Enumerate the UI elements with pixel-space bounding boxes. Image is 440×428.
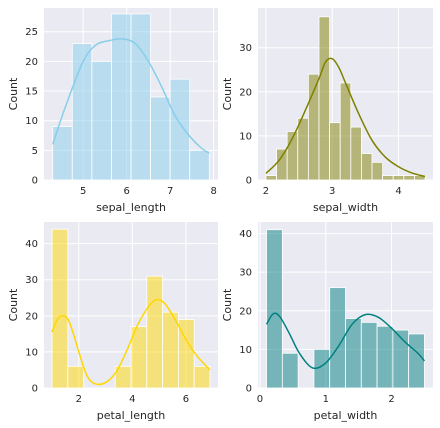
- histogram-bar: [371, 161, 384, 181]
- histogram-bar: [392, 329, 410, 389]
- x-tick-label: 2: [76, 394, 82, 405]
- y-tick-label: 0: [32, 384, 38, 395]
- histogram-bar: [403, 175, 415, 181]
- kde-line: [51, 37, 210, 154]
- y-axis-title: Count: [221, 77, 234, 110]
- x-tick-label: 5: [80, 186, 86, 197]
- y-tick-label: 0: [32, 176, 38, 187]
- x-axis-title: petal_width: [314, 409, 378, 422]
- x-tick-label: 6: [183, 394, 189, 405]
- x-axis-title: petal_length: [97, 409, 165, 422]
- histogram-bar: [382, 175, 394, 181]
- x-tick-label: 0: [257, 394, 263, 405]
- x-tick-label: 2: [263, 186, 269, 197]
- x-tick-label: 1: [323, 394, 329, 405]
- histogram-bar: [265, 175, 277, 181]
- y-tick-label: 40: [25, 239, 38, 250]
- histogram-bar: [360, 321, 378, 389]
- x-tick-label: 7: [167, 186, 173, 197]
- x-tick-label: 2: [388, 394, 394, 405]
- histogram-bar: [318, 16, 330, 181]
- histogram-bar: [329, 122, 341, 181]
- y-tick-label: 0: [246, 384, 252, 395]
- x-tick-label: 3: [329, 186, 335, 197]
- x-tick-label: 6: [123, 186, 129, 197]
- histogram-bar: [281, 352, 299, 389]
- histogram-bar: [150, 96, 171, 181]
- y-tick-label: 20: [239, 306, 252, 317]
- y-axis-title: Count: [7, 77, 20, 110]
- histogram-bar: [146, 275, 163, 389]
- y-tick-label: 30: [239, 43, 252, 54]
- histogram-bar: [361, 153, 373, 181]
- y-tick-label: 30: [25, 275, 38, 286]
- y-tick-label: 20: [25, 57, 38, 68]
- kde-line: [265, 57, 426, 178]
- histogram-bar: [266, 229, 283, 389]
- y-axis-title: Count: [7, 288, 20, 321]
- x-tick-label: 4: [395, 186, 401, 197]
- histogram-bar: [67, 365, 85, 389]
- y-tick-label: 25: [25, 27, 38, 38]
- x-tick-label: 8: [210, 186, 216, 197]
- histogram-bar: [408, 333, 425, 389]
- histogram-bar: [345, 318, 362, 389]
- y-tick-label: 10: [239, 131, 252, 142]
- panel-petal-length: 0 10 20 30 40 2 4 6 petal_length Count: [7, 222, 218, 422]
- kde-line: [51, 298, 211, 386]
- y-tick-label: 20: [25, 311, 38, 322]
- histogram-bar: [297, 117, 309, 181]
- panel-sepal-width: 0 10 20 30 2 3 4 sepal_width Count: [221, 8, 433, 214]
- y-tick-label: 30: [239, 268, 252, 279]
- y-tick-label: 10: [239, 345, 252, 356]
- y-tick-label: 0: [246, 176, 252, 187]
- histogram-bar: [177, 319, 195, 389]
- y-tick-label: 20: [239, 87, 252, 98]
- histogram-bar: [193, 365, 211, 389]
- histogram-bar: [392, 175, 405, 181]
- y-tick-label: 10: [25, 347, 38, 358]
- y-tick-label: 15: [25, 87, 38, 98]
- kde-line: [265, 312, 426, 370]
- histogram-bar: [276, 148, 288, 181]
- y-axis-title: Count: [221, 288, 234, 321]
- panel-petal-width: 0 10 20 30 40 0 1 2 petal_width Count: [221, 222, 433, 422]
- x-axis-title: sepal_length: [96, 201, 166, 214]
- y-tick-label: 5: [32, 146, 38, 157]
- x-axis-title: sepal_width: [313, 201, 378, 214]
- histogram-bar: [169, 78, 191, 181]
- histogram-bar: [339, 82, 352, 181]
- histogram-bar: [130, 13, 151, 181]
- histogram-bar: [350, 126, 362, 181]
- histogram-bar: [376, 325, 394, 389]
- histogram-bar: [189, 149, 210, 181]
- panel-sepal-length: 0 5 10 15 20 25 5 6 7 8 sepal_length Count: [7, 8, 218, 214]
- histogram-bar: [91, 60, 112, 181]
- histogram-bar: [162, 311, 179, 389]
- y-tick-label: 10: [25, 116, 38, 127]
- x-tick-label: 4: [129, 394, 135, 405]
- y-tick-label: 40: [239, 229, 252, 240]
- histogram-bar: [51, 228, 69, 389]
